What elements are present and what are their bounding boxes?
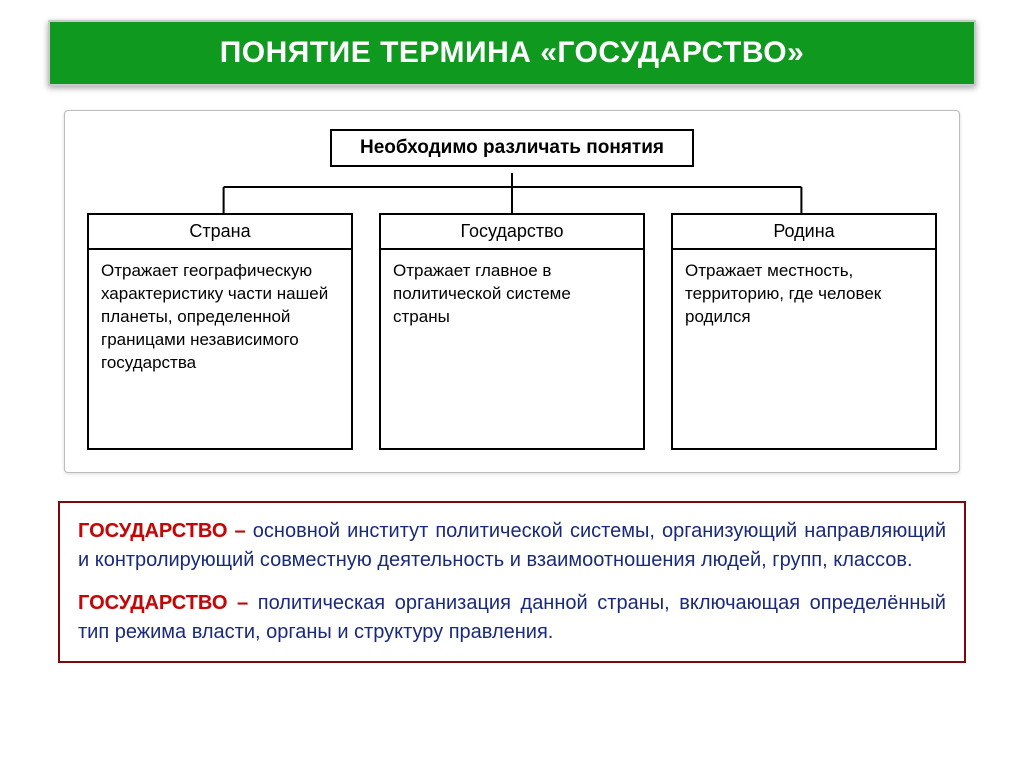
title-banner: ПОНЯТИЕ ТЕРМИНА «ГОСУДАРСТВО»	[48, 20, 976, 86]
definition-item: ГОСУДАРСТВО – политическая организация д…	[78, 589, 946, 647]
concept-diagram: Необходимо различать понятия Страна Отра…	[64, 110, 960, 473]
column-header: Родина	[671, 213, 937, 250]
definition-term: ГОСУДАРСТВО –	[78, 520, 246, 542]
page-title: ПОНЯТИЕ ТЕРМИНА «ГОСУДАРСТВО»	[60, 36, 964, 70]
definition-item: ГОСУДАРСТВО – основной институт политиче…	[78, 517, 946, 575]
diagram-root-wrap: Необходимо различать понятия	[87, 129, 937, 167]
diagram-columns: Страна Отражает геогра­фи­ческую характе…	[87, 213, 937, 450]
column-header: Страна	[87, 213, 353, 250]
diagram-column-homeland: Родина Отражает местность, территорию, г…	[671, 213, 937, 450]
definitions-box: ГОСУДАРСТВО – основной институт политиче…	[58, 501, 966, 663]
definition-term: ГОСУДАРСТВО –	[78, 592, 248, 614]
diagram-column-country: Страна Отражает геогра­фи­ческую характе…	[87, 213, 353, 450]
column-body: Отражает местность, территорию, где чело…	[671, 250, 937, 450]
column-header: Государство	[379, 213, 645, 250]
diagram-connectors	[87, 173, 937, 213]
diagram-root-box: Необходимо различать понятия	[330, 129, 694, 167]
diagram-column-state: Государство Отражает главное в политичес…	[379, 213, 645, 450]
column-body: Отражает геогра­фи­ческую характе­ри­сти…	[87, 250, 353, 450]
connector-svg	[87, 173, 937, 213]
column-body: Отражает главное в политической системе …	[379, 250, 645, 450]
